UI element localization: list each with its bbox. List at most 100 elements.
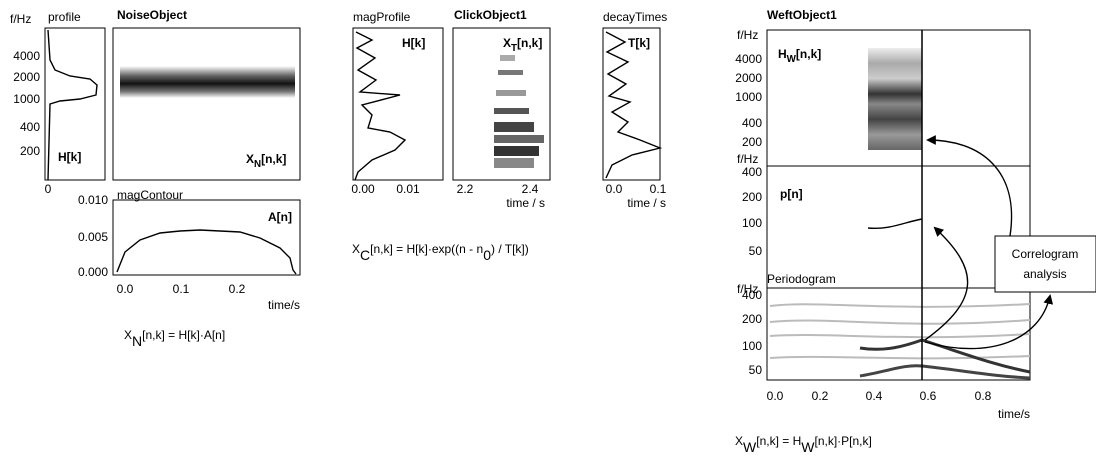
tick-label: 0.2 <box>229 282 246 296</box>
tick-label: 2000 <box>735 71 762 85</box>
text-part: X <box>503 36 511 50</box>
arrow <box>926 135 1013 237</box>
tick-label: 4000 <box>735 52 762 66</box>
tick-label: 0.00 <box>351 182 375 196</box>
tick-label: 0.005 <box>78 230 108 244</box>
label: magContour <box>117 188 183 202</box>
subscript: 0 <box>483 247 491 263</box>
tick-label: 1000 <box>13 92 40 106</box>
subscript: T <box>511 43 517 54</box>
subscript: C <box>360 247 370 263</box>
label: time/s <box>268 298 300 312</box>
subscript: W <box>743 439 757 455</box>
text-part: ) / T[k]) <box>491 242 529 256</box>
subscript: W <box>801 439 815 455</box>
arrow <box>924 294 1054 350</box>
text-part: [n,k]·P[n,k] <box>814 434 871 448</box>
tick-label: 0.1 <box>173 282 190 296</box>
text-part: X <box>246 152 254 166</box>
text-part: [n,k] <box>796 47 821 61</box>
label: f/Hz <box>737 28 758 42</box>
tick-label: 0.010 <box>78 193 108 207</box>
text-part: X <box>735 434 743 448</box>
tick-label: 200 <box>20 144 40 158</box>
tick-label: 0 <box>45 182 52 196</box>
subscript: N <box>254 159 261 170</box>
tag: XT[n,k] <box>503 36 542 54</box>
tick-label: 0.0 <box>767 389 784 403</box>
tick-label: 0.1 <box>650 182 667 196</box>
envelope-spectrogram <box>868 48 922 150</box>
label: H[k] <box>402 36 425 50</box>
decay-curve <box>605 31 663 179</box>
pitch-panel <box>766 165 1031 289</box>
text-part: H <box>778 47 787 61</box>
label: decayTimes <box>603 10 667 24</box>
label: H[k] <box>58 150 81 164</box>
arrow <box>924 226 969 341</box>
label: time / s <box>506 196 545 210</box>
label: p[n] <box>780 187 803 201</box>
tick-label: 50 <box>749 363 763 377</box>
text-part: [n,k] = H[k]·exp((n - n <box>370 242 483 256</box>
tick-label: 0.000 <box>78 265 108 279</box>
click-spectrogram <box>452 27 551 181</box>
tick-label: 200 <box>742 135 762 149</box>
profile-curve <box>47 29 98 181</box>
pitch-curve <box>867 218 923 230</box>
equation: XN[n,k] = H[k]·A[n] <box>124 328 225 349</box>
label: magProfile <box>353 10 411 24</box>
tick-label: 0.8 <box>975 389 992 403</box>
label: f/Hz <box>737 152 758 166</box>
text-part: X <box>124 328 132 342</box>
tick-label: 100 <box>742 339 762 353</box>
contour-panel <box>112 199 301 276</box>
tick-label: 50 <box>749 244 763 258</box>
tick-label: 1000 <box>735 90 762 104</box>
tick-label: 400 <box>742 288 762 302</box>
label: f/Hz <box>737 282 758 296</box>
contour-curve <box>116 229 297 275</box>
tick-label: 2.2 <box>457 182 474 196</box>
tick-label: 0.0 <box>606 182 623 196</box>
subscript: W <box>787 54 797 65</box>
title: WeftObject1 <box>767 8 837 22</box>
tick-label: 400 <box>742 116 762 130</box>
label: time/s <box>998 407 1030 421</box>
tick-label: 0.01 <box>396 182 420 196</box>
text-part: [n,k] = H[k]·A[n] <box>142 328 225 342</box>
tick-label: 100 <box>742 216 762 230</box>
text-part: X <box>352 242 360 256</box>
tick-label: 200 <box>742 190 762 204</box>
label: profile <box>48 10 81 24</box>
tag: XN[n,k] <box>246 152 286 170</box>
periodogram-panel <box>766 287 1031 381</box>
text-part: [n,k] = H <box>756 434 801 448</box>
magprofile-curve <box>354 31 407 181</box>
tick-label: 400 <box>742 165 762 179</box>
text-part: [n,k] <box>261 152 286 166</box>
tick-label: 0.0 <box>117 282 134 296</box>
label: A[n] <box>268 210 292 224</box>
tag: HW[n,k] <box>778 47 821 65</box>
label: time / s <box>627 196 666 210</box>
label: analysis <box>1023 267 1066 281</box>
title: ClickObject1 <box>454 8 527 22</box>
tick-label: 200 <box>742 312 762 326</box>
tick-label: 4000 <box>13 49 40 63</box>
label: f/Hz <box>10 12 31 26</box>
equation: XC[n,k] = H[k]·exp((n - n0) / T[k]) <box>352 242 529 263</box>
periodogram-texture <box>769 303 1031 360</box>
click-energy <box>494 55 544 168</box>
profile-panel <box>44 27 106 181</box>
title: NoiseObject <box>117 8 187 22</box>
subscript: N <box>132 333 142 349</box>
text-part: [n,k] <box>517 36 542 50</box>
decay-panel <box>602 27 661 181</box>
periodogram-ridge <box>859 364 1031 380</box>
label: Periodogram <box>767 272 836 286</box>
correlogram-box <box>994 235 1096 293</box>
tick-label: 0.2 <box>812 389 829 403</box>
equation: XW[n,k] = HW[n,k]·P[n,k] <box>735 434 872 455</box>
